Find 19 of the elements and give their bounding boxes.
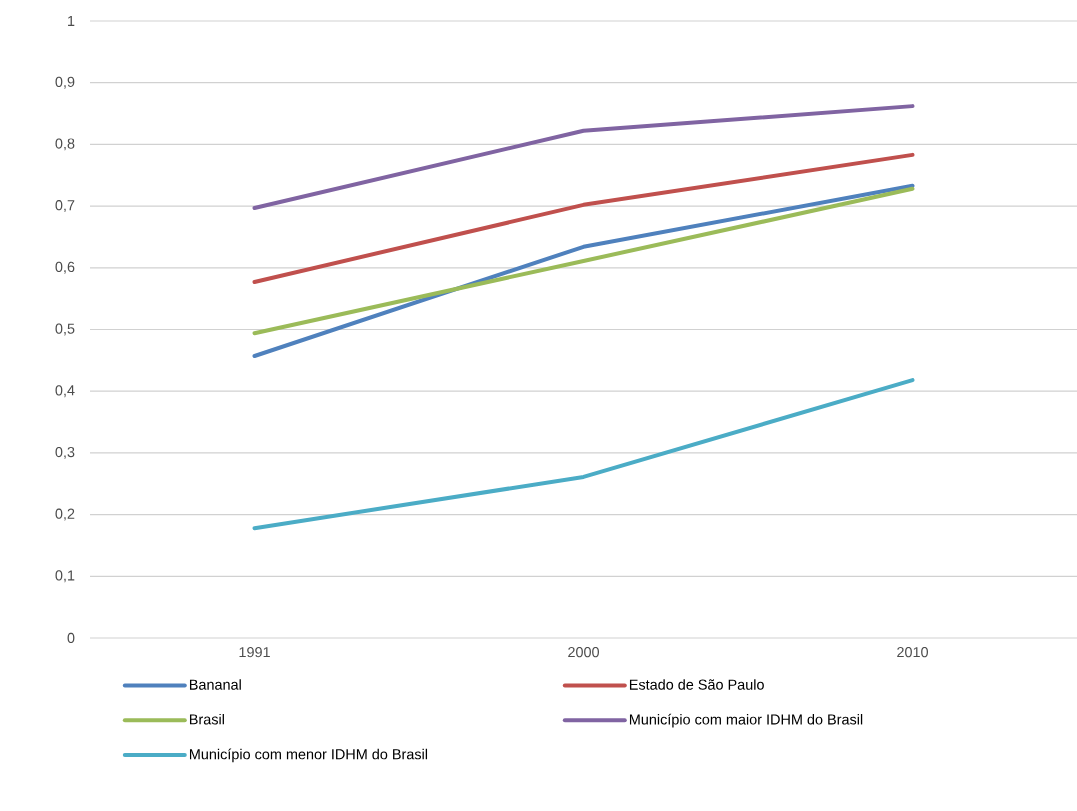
- y-tick-label: 0,2: [55, 508, 75, 521]
- x-tick-label: 1991: [239, 646, 270, 658]
- y-tick-label: 0: [67, 632, 75, 644]
- y-tick-label: 0,4: [55, 385, 75, 398]
- y-tick-label: 0,8: [55, 138, 75, 151]
- legend-label: Município com maior IDHM do Brasil: [629, 713, 863, 728]
- y-tick-label: 1: [68, 16, 75, 26]
- legend-label: Brasil: [189, 713, 224, 725]
- y-tick-label: 0,3: [55, 446, 75, 459]
- y-tick-label: 0,7: [55, 200, 75, 213]
- y-tick-label: 0,9: [55, 76, 75, 89]
- legend-label: Bananal: [189, 679, 241, 690]
- legend-label: Estado de São Paulo: [629, 679, 764, 690]
- x-tick-label: 2010: [897, 646, 929, 658]
- legend-label: Município com menor IDHM do Brasil: [189, 748, 428, 763]
- y-tick-label: 0,1: [55, 570, 75, 583]
- x-tick-label: 2000: [568, 646, 600, 658]
- y-tick-label: 0,5: [55, 323, 75, 336]
- y-tick-label: 0,6: [55, 261, 75, 274]
